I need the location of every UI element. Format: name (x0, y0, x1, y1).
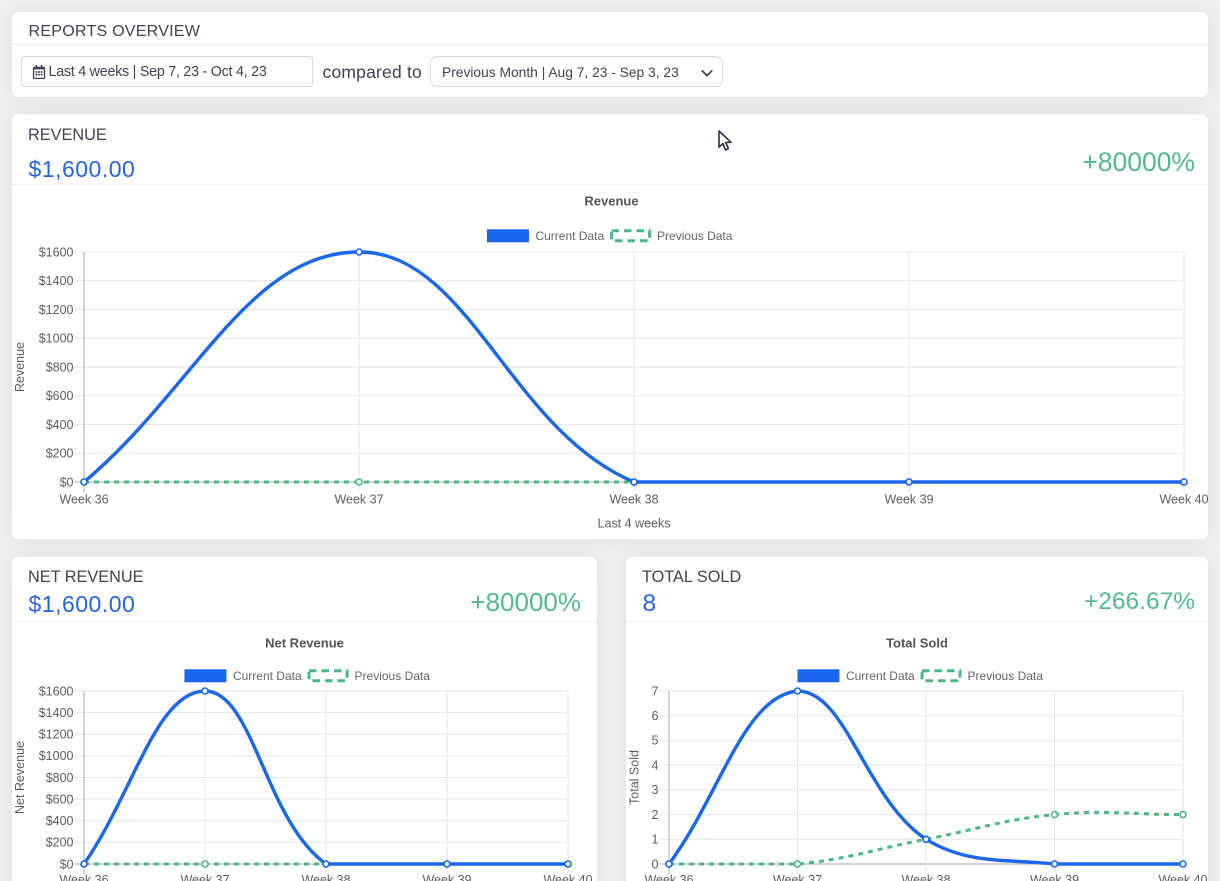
svg-text:$1200: $1200 (39, 303, 74, 317)
svg-text:Week 37: Week 37 (334, 493, 383, 507)
svg-text:Week 38: Week 38 (609, 493, 658, 507)
svg-text:Revenue: Revenue (584, 193, 638, 208)
svg-text:$1600: $1600 (39, 684, 74, 698)
svg-text:Week 38: Week 38 (301, 873, 350, 881)
svg-text:5: 5 (652, 734, 659, 748)
svg-text:Net Revenue: Net Revenue (13, 741, 27, 814)
svg-text:7: 7 (652, 684, 659, 698)
svg-text:Previous Data: Previous Data (657, 229, 733, 243)
svg-text:Week 40: Week 40 (1159, 493, 1208, 507)
svg-text:$1400: $1400 (39, 274, 74, 288)
svg-text:Week 36: Week 36 (59, 493, 108, 507)
svg-text:Net Revenue: Net Revenue (265, 636, 344, 651)
svg-text:$1400: $1400 (39, 706, 74, 720)
svg-text:Week 39: Week 39 (884, 493, 933, 507)
svg-text:$0: $0 (60, 857, 74, 871)
svg-text:Week 40: Week 40 (1158, 873, 1207, 881)
svg-text:Current Data: Current Data (233, 669, 302, 683)
svg-text:Week 37: Week 37 (773, 873, 822, 881)
svg-text:$400: $400 (46, 814, 74, 828)
svg-text:Current Data: Current Data (535, 229, 604, 243)
svg-text:Week 37: Week 37 (180, 873, 229, 881)
svg-text:Week 38: Week 38 (901, 873, 950, 881)
svg-text:$800: $800 (46, 771, 74, 785)
svg-text:1: 1 (652, 833, 659, 847)
svg-text:$600: $600 (46, 792, 74, 806)
svg-text:Week 39: Week 39 (422, 873, 471, 881)
svg-text:Last 4 weeks: Last 4 weeks (598, 517, 671, 531)
svg-text:Total Sold: Total Sold (886, 636, 948, 651)
svg-text:$1000: $1000 (39, 332, 74, 346)
svg-text:6: 6 (652, 709, 659, 723)
svg-text:$1600: $1600 (39, 245, 74, 259)
svg-text:Revenue: Revenue (13, 342, 27, 392)
svg-text:$200: $200 (46, 836, 74, 850)
svg-text:$0: $0 (60, 475, 74, 489)
svg-text:$600: $600 (46, 389, 74, 403)
svg-text:Total Sold: Total Sold (628, 750, 642, 805)
svg-text:0: 0 (652, 857, 659, 871)
svg-text:Current Data: Current Data (846, 669, 915, 683)
svg-text:3: 3 (652, 783, 659, 797)
svg-text:$800: $800 (46, 360, 74, 374)
svg-text:$1000: $1000 (39, 749, 74, 763)
svg-text:Week 39: Week 39 (1030, 873, 1079, 881)
svg-text:Previous Data: Previous Data (968, 669, 1044, 683)
svg-text:Week 40: Week 40 (543, 873, 592, 881)
svg-text:$200: $200 (46, 447, 74, 461)
svg-text:$400: $400 (46, 418, 74, 432)
svg-text:Previous Data: Previous Data (355, 669, 431, 683)
svg-text:Week 36: Week 36 (644, 873, 693, 881)
svg-text:Week 36: Week 36 (59, 873, 108, 881)
svg-text:4: 4 (652, 758, 659, 772)
svg-text:$1200: $1200 (39, 728, 74, 742)
svg-text:2: 2 (652, 808, 659, 822)
